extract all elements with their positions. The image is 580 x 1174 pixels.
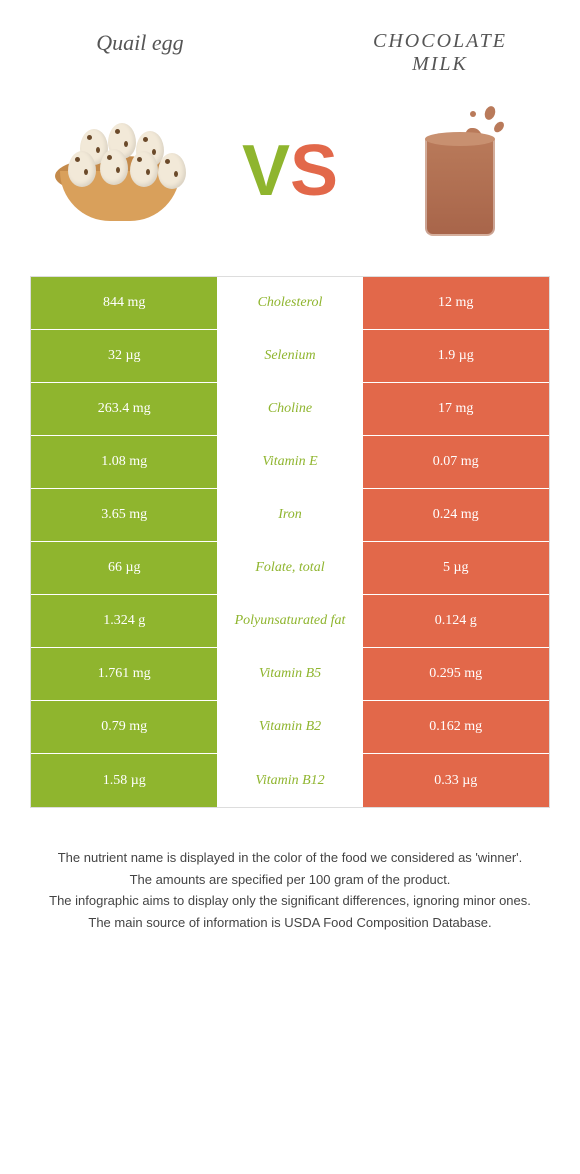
table-row: 263.4 mgCholine17 mg xyxy=(31,383,549,436)
nutrient-label: Polyunsaturated fat xyxy=(217,595,362,647)
header-right-title: Chocolate milk xyxy=(350,30,530,76)
left-food-title: Quail egg xyxy=(50,30,230,56)
table-row: 66 µgFolate, total5 µg xyxy=(31,542,549,595)
table-row: 32 µgSelenium1.9 µg xyxy=(31,330,549,383)
table-row: 1.761 mgVitamin B50.295 mg xyxy=(31,648,549,701)
right-value: 0.295 mg xyxy=(363,648,549,700)
nutrient-label: Cholesterol xyxy=(217,277,362,329)
vs-s: S xyxy=(290,131,338,211)
nutrient-label: Folate, total xyxy=(217,542,362,594)
header: Quail egg Chocolate milk xyxy=(0,0,580,86)
left-value: 1.58 µg xyxy=(31,754,217,807)
left-value: 0.79 mg xyxy=(31,701,217,753)
footer-notes: The nutrient name is displayed in the co… xyxy=(0,808,580,932)
header-left-title: Quail egg xyxy=(50,30,230,76)
footer-line-4: The main source of information is USDA F… xyxy=(40,913,540,933)
chocolate-milk-image xyxy=(380,96,540,246)
left-value: 1.324 g xyxy=(31,595,217,647)
nutrient-label: Vitamin B12 xyxy=(217,754,362,807)
right-value: 0.07 mg xyxy=(363,436,549,488)
right-value: 17 mg xyxy=(363,383,549,435)
comparison-table: 844 mgCholesterol12 mg32 µgSelenium1.9 µ… xyxy=(30,276,550,808)
table-row: 844 mgCholesterol12 mg xyxy=(31,277,549,330)
nutrient-label: Vitamin B2 xyxy=(217,701,362,753)
glass-icon xyxy=(400,96,520,246)
right-value: 0.162 mg xyxy=(363,701,549,753)
footer-line-1: The nutrient name is displayed in the co… xyxy=(40,848,540,868)
footer-line-3: The infographic aims to display only the… xyxy=(40,891,540,911)
bowl-icon xyxy=(50,121,190,221)
left-value: 1.08 mg xyxy=(31,436,217,488)
nutrient-label: Iron xyxy=(217,489,362,541)
left-value: 66 µg xyxy=(31,542,217,594)
right-food-title: Chocolate milk xyxy=(350,30,530,76)
table-row: 0.79 mgVitamin B20.162 mg xyxy=(31,701,549,754)
table-row: 1.324 gPolyunsaturated fat0.124 g xyxy=(31,595,549,648)
right-value: 0.124 g xyxy=(363,595,549,647)
nutrient-label: Choline xyxy=(217,383,362,435)
table-row: 3.65 mgIron0.24 mg xyxy=(31,489,549,542)
right-value: 0.33 µg xyxy=(363,754,549,807)
nutrient-label: Selenium xyxy=(217,330,362,382)
right-value: 0.24 mg xyxy=(363,489,549,541)
nutrient-label: Vitamin E xyxy=(217,436,362,488)
nutrient-label: Vitamin B5 xyxy=(217,648,362,700)
right-value: 5 µg xyxy=(363,542,549,594)
left-value: 32 µg xyxy=(31,330,217,382)
vs-row: VS xyxy=(0,86,580,276)
footer-line-2: The amounts are specified per 100 gram o… xyxy=(40,870,540,890)
left-value: 263.4 mg xyxy=(31,383,217,435)
left-value: 1.761 mg xyxy=(31,648,217,700)
table-row: 1.58 µgVitamin B120.33 µg xyxy=(31,754,549,807)
left-value: 844 mg xyxy=(31,277,217,329)
right-value: 1.9 µg xyxy=(363,330,549,382)
table-row: 1.08 mgVitamin E0.07 mg xyxy=(31,436,549,489)
right-value: 12 mg xyxy=(363,277,549,329)
vs-v: V xyxy=(242,131,290,211)
vs-label: VS xyxy=(242,135,338,207)
left-value: 3.65 mg xyxy=(31,489,217,541)
quail-egg-image xyxy=(40,96,200,246)
